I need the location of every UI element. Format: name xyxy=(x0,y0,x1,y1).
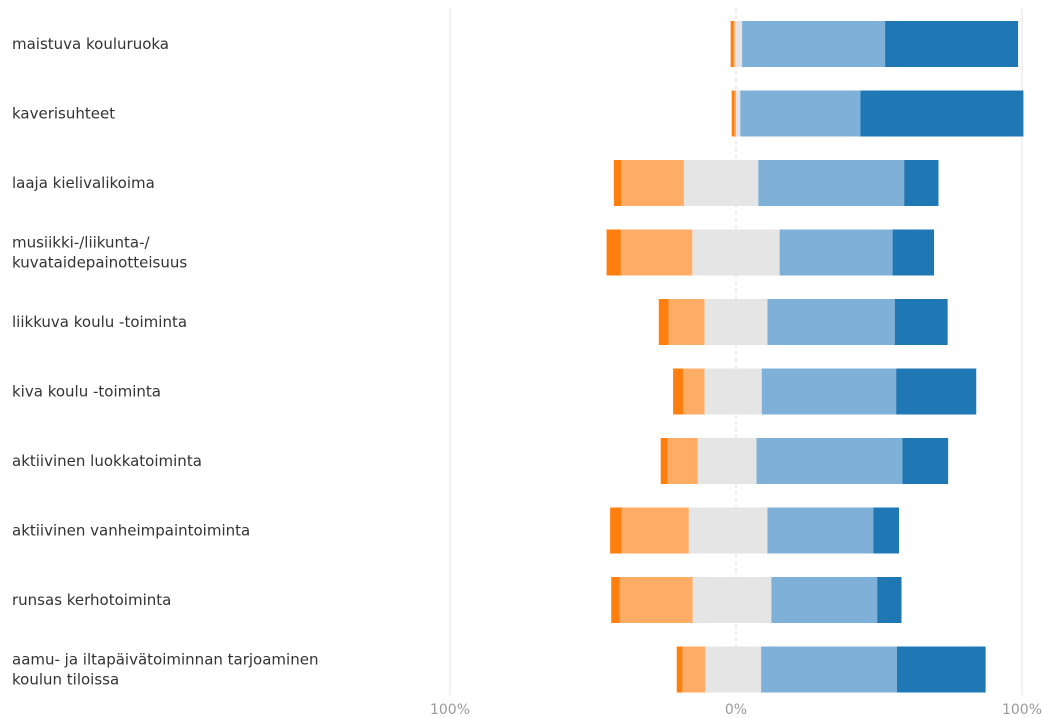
category-label: aktiivinen luokkatoiminta xyxy=(12,452,202,470)
bar-segment xyxy=(621,507,689,554)
bar-segment xyxy=(761,646,897,693)
bar-segment xyxy=(704,368,762,415)
bars xyxy=(606,21,1024,693)
category-label: liikkuva koulu -toiminta xyxy=(12,313,187,331)
bar-segment xyxy=(667,438,698,484)
bar-segment xyxy=(704,299,768,345)
bar-segment xyxy=(740,90,861,137)
bar-segment xyxy=(771,577,878,623)
category-label: aamu- ja iltapäivätoiminnan tarjoaminen k… xyxy=(12,651,318,689)
bar-segment xyxy=(683,368,705,415)
bar-segment xyxy=(733,21,735,67)
bar-segment xyxy=(885,21,1019,67)
bar-segment xyxy=(731,90,735,137)
category-label: aktiivinen vanheimpaintoiminta xyxy=(12,522,250,540)
bar-segment xyxy=(606,229,621,276)
bar-segment xyxy=(676,646,683,693)
category-label: maistuva kouluruoka xyxy=(12,35,169,53)
category-label: kaverisuhteet xyxy=(12,105,115,123)
bar-segment xyxy=(688,507,768,554)
bar-segment xyxy=(697,438,757,484)
bar-segment xyxy=(779,229,893,276)
category-label: laaja kielivalikoima xyxy=(12,174,155,192)
category-label: runsas kerhotoiminta xyxy=(12,591,171,609)
bar-segment xyxy=(611,577,620,623)
x-tick-label: 100% xyxy=(430,702,470,718)
x-tick-label: 0% xyxy=(725,702,747,718)
bar-segment xyxy=(705,646,762,693)
bar-segment xyxy=(658,299,669,345)
bar-segment xyxy=(877,577,902,623)
bar-segment xyxy=(761,368,897,415)
bar-segment xyxy=(894,299,948,345)
bar-segment xyxy=(873,507,900,554)
bar-segment xyxy=(860,90,1024,137)
bar-segment xyxy=(668,299,705,345)
bar-segment xyxy=(613,160,622,206)
bar-segment xyxy=(734,90,736,137)
bar-segment xyxy=(896,368,977,415)
bar-segment xyxy=(692,229,780,276)
category-label: musiikki-/liikunta-/kuvataidepainotteisu… xyxy=(12,234,187,272)
bar-segment xyxy=(619,577,693,623)
bar-segment xyxy=(610,507,622,554)
bar-segment xyxy=(736,90,741,137)
x-tick-label: 100% xyxy=(1002,702,1042,718)
bar-segment xyxy=(758,160,905,206)
bar-segment xyxy=(620,229,693,276)
bar-segment xyxy=(756,438,903,484)
bar-segment xyxy=(682,646,706,693)
bar-segment xyxy=(904,160,939,206)
bar-segment xyxy=(734,21,743,67)
category-labels: maistuva kouluruoka kaverisuhteet laaja ki… xyxy=(12,35,318,689)
bar-segment xyxy=(683,160,759,206)
bar-segment xyxy=(730,21,734,67)
bar-segment xyxy=(692,577,772,623)
bar-segment xyxy=(902,438,949,484)
bar-segment xyxy=(767,507,874,554)
bar-segment xyxy=(621,160,684,206)
category-label: kiva koulu -toiminta xyxy=(12,383,161,401)
x-axis-ticks: 100% 0% 100% xyxy=(430,702,1042,718)
bar-segment xyxy=(767,299,895,345)
bar-segment xyxy=(660,438,668,484)
bar-segment xyxy=(673,368,684,415)
bar-segment xyxy=(892,229,935,276)
bar-segment xyxy=(896,646,986,693)
bar-segment xyxy=(742,21,886,67)
